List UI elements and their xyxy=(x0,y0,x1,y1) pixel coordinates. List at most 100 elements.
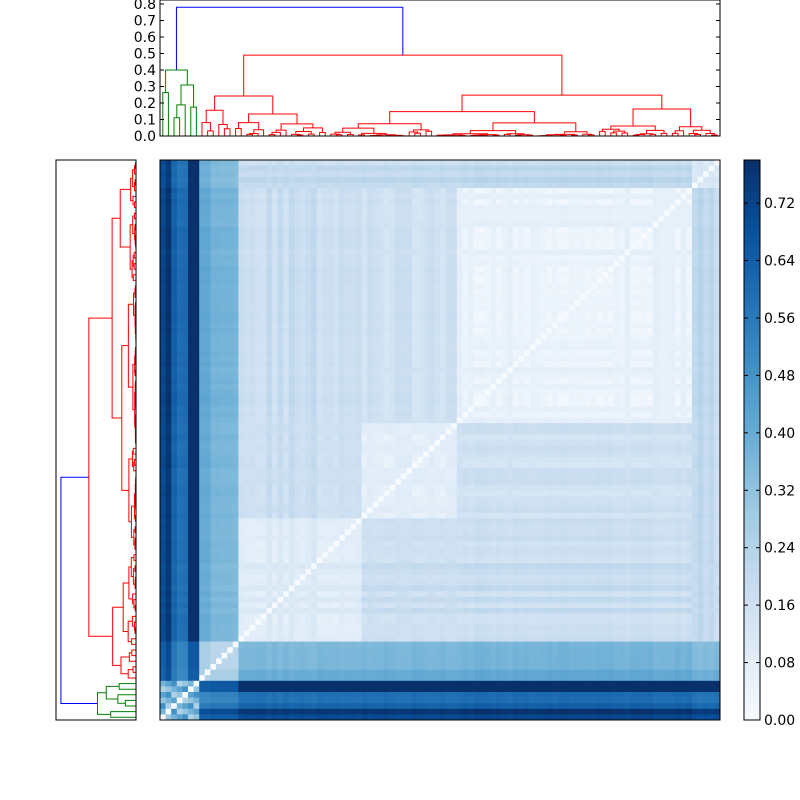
heatmap-cell xyxy=(316,204,323,211)
heatmap-cell xyxy=(490,356,497,362)
heatmap-cell xyxy=(540,288,547,295)
heatmap-cell xyxy=(232,165,239,172)
heatmap-cell xyxy=(630,204,637,211)
heatmap-cell xyxy=(675,406,682,413)
heatmap-cell xyxy=(294,216,301,222)
heatmap-cell xyxy=(490,328,497,334)
heatmap-cell xyxy=(199,384,206,390)
heatmap-cell xyxy=(333,316,340,323)
heatmap-cell xyxy=(624,406,631,413)
heatmap-cell xyxy=(434,221,441,228)
heatmap-cell xyxy=(692,260,698,267)
heatmap-cell xyxy=(540,199,547,206)
heatmap-cell xyxy=(647,339,654,346)
heatmap-cell xyxy=(524,316,530,323)
heatmap-cell xyxy=(367,316,374,323)
heatmap-cell xyxy=(260,255,267,262)
heatmap-cell xyxy=(596,356,603,362)
heatmap-cell xyxy=(568,361,575,368)
heatmap-cell xyxy=(199,260,206,267)
heatmap-cell xyxy=(288,367,295,374)
heatmap-cell xyxy=(468,361,474,368)
heatmap-cell xyxy=(260,412,267,418)
heatmap-cell xyxy=(389,216,396,222)
heatmap-cell xyxy=(199,322,206,329)
heatmap-cell xyxy=(378,238,385,245)
heatmap-cell xyxy=(232,423,239,430)
heatmap-cell xyxy=(608,417,614,424)
heatmap-cell xyxy=(406,221,413,228)
heatmap-cell xyxy=(176,322,183,329)
heatmap-cell xyxy=(333,283,340,290)
heatmap-cell xyxy=(266,384,273,390)
heatmap-cell xyxy=(552,227,558,234)
heatmap-cell xyxy=(260,294,267,301)
heatmap-cell xyxy=(563,378,570,385)
heatmap-cell xyxy=(288,389,295,396)
heatmap-cell xyxy=(361,322,368,329)
heatmap-cell xyxy=(294,266,301,273)
heatmap-cell xyxy=(232,171,239,178)
heatmap-cell xyxy=(260,216,267,222)
heatmap-cell xyxy=(311,260,318,267)
heatmap-cell xyxy=(160,367,166,374)
heatmap-cell xyxy=(692,249,698,256)
heatmap-cell xyxy=(384,372,390,379)
heatmap-cell xyxy=(563,160,570,166)
heatmap-cell xyxy=(703,417,710,424)
heatmap-cell xyxy=(283,188,290,194)
heatmap-cell xyxy=(647,266,654,273)
heatmap-cell xyxy=(249,328,256,334)
heatmap-cell xyxy=(288,182,295,189)
heatmap-cell xyxy=(636,176,642,183)
heatmap-cell xyxy=(697,182,704,189)
heatmap-cell xyxy=(176,400,183,407)
heatmap-cell xyxy=(473,300,480,306)
heatmap-cell xyxy=(238,244,245,250)
heatmap-cell xyxy=(568,193,575,200)
heatmap-cell xyxy=(456,322,463,329)
heatmap-cell xyxy=(484,176,491,183)
heatmap-cell xyxy=(703,266,710,273)
heatmap-cell xyxy=(283,372,290,379)
heatmap-cell xyxy=(451,188,458,194)
heatmap-cell xyxy=(255,188,262,194)
heatmap-cell xyxy=(221,277,228,284)
heatmap-cell xyxy=(204,204,211,211)
heatmap-cell xyxy=(574,395,581,402)
heatmap-cell xyxy=(641,165,648,172)
heatmap-cell xyxy=(490,361,497,368)
heatmap-cell xyxy=(451,227,458,234)
heatmap-cell xyxy=(479,328,486,334)
heatmap-cell xyxy=(585,188,592,194)
heatmap-cell xyxy=(507,361,514,368)
heatmap-cell xyxy=(619,395,626,402)
heatmap-cell xyxy=(417,165,424,172)
heatmap-cell xyxy=(697,294,704,301)
heatmap-cell xyxy=(165,361,172,368)
heatmap-cell xyxy=(227,316,234,323)
heatmap-cell xyxy=(630,406,637,413)
top-dendrogram-link xyxy=(610,125,656,131)
heatmap-cell xyxy=(680,277,687,284)
heatmap-cell xyxy=(624,417,631,424)
heatmap-cell xyxy=(389,311,396,318)
heatmap-cell xyxy=(428,417,435,424)
heatmap-cell xyxy=(647,350,654,357)
heatmap-cell xyxy=(540,266,547,273)
heatmap-cell xyxy=(372,395,379,402)
heatmap-cell xyxy=(613,300,620,306)
heatmap-cell xyxy=(316,210,323,217)
heatmap-cell xyxy=(434,378,441,385)
heatmap-cell xyxy=(221,356,228,362)
heatmap-cell xyxy=(563,417,570,424)
heatmap-cell xyxy=(339,266,346,273)
heatmap-cell xyxy=(305,361,312,368)
heatmap-cell xyxy=(703,395,710,402)
heatmap-cell xyxy=(664,400,670,407)
heatmap-cell xyxy=(568,221,575,228)
heatmap-cell xyxy=(563,216,570,222)
heatmap-cell xyxy=(580,227,586,234)
heatmap-cell xyxy=(221,255,228,262)
heatmap-cell xyxy=(333,216,340,222)
